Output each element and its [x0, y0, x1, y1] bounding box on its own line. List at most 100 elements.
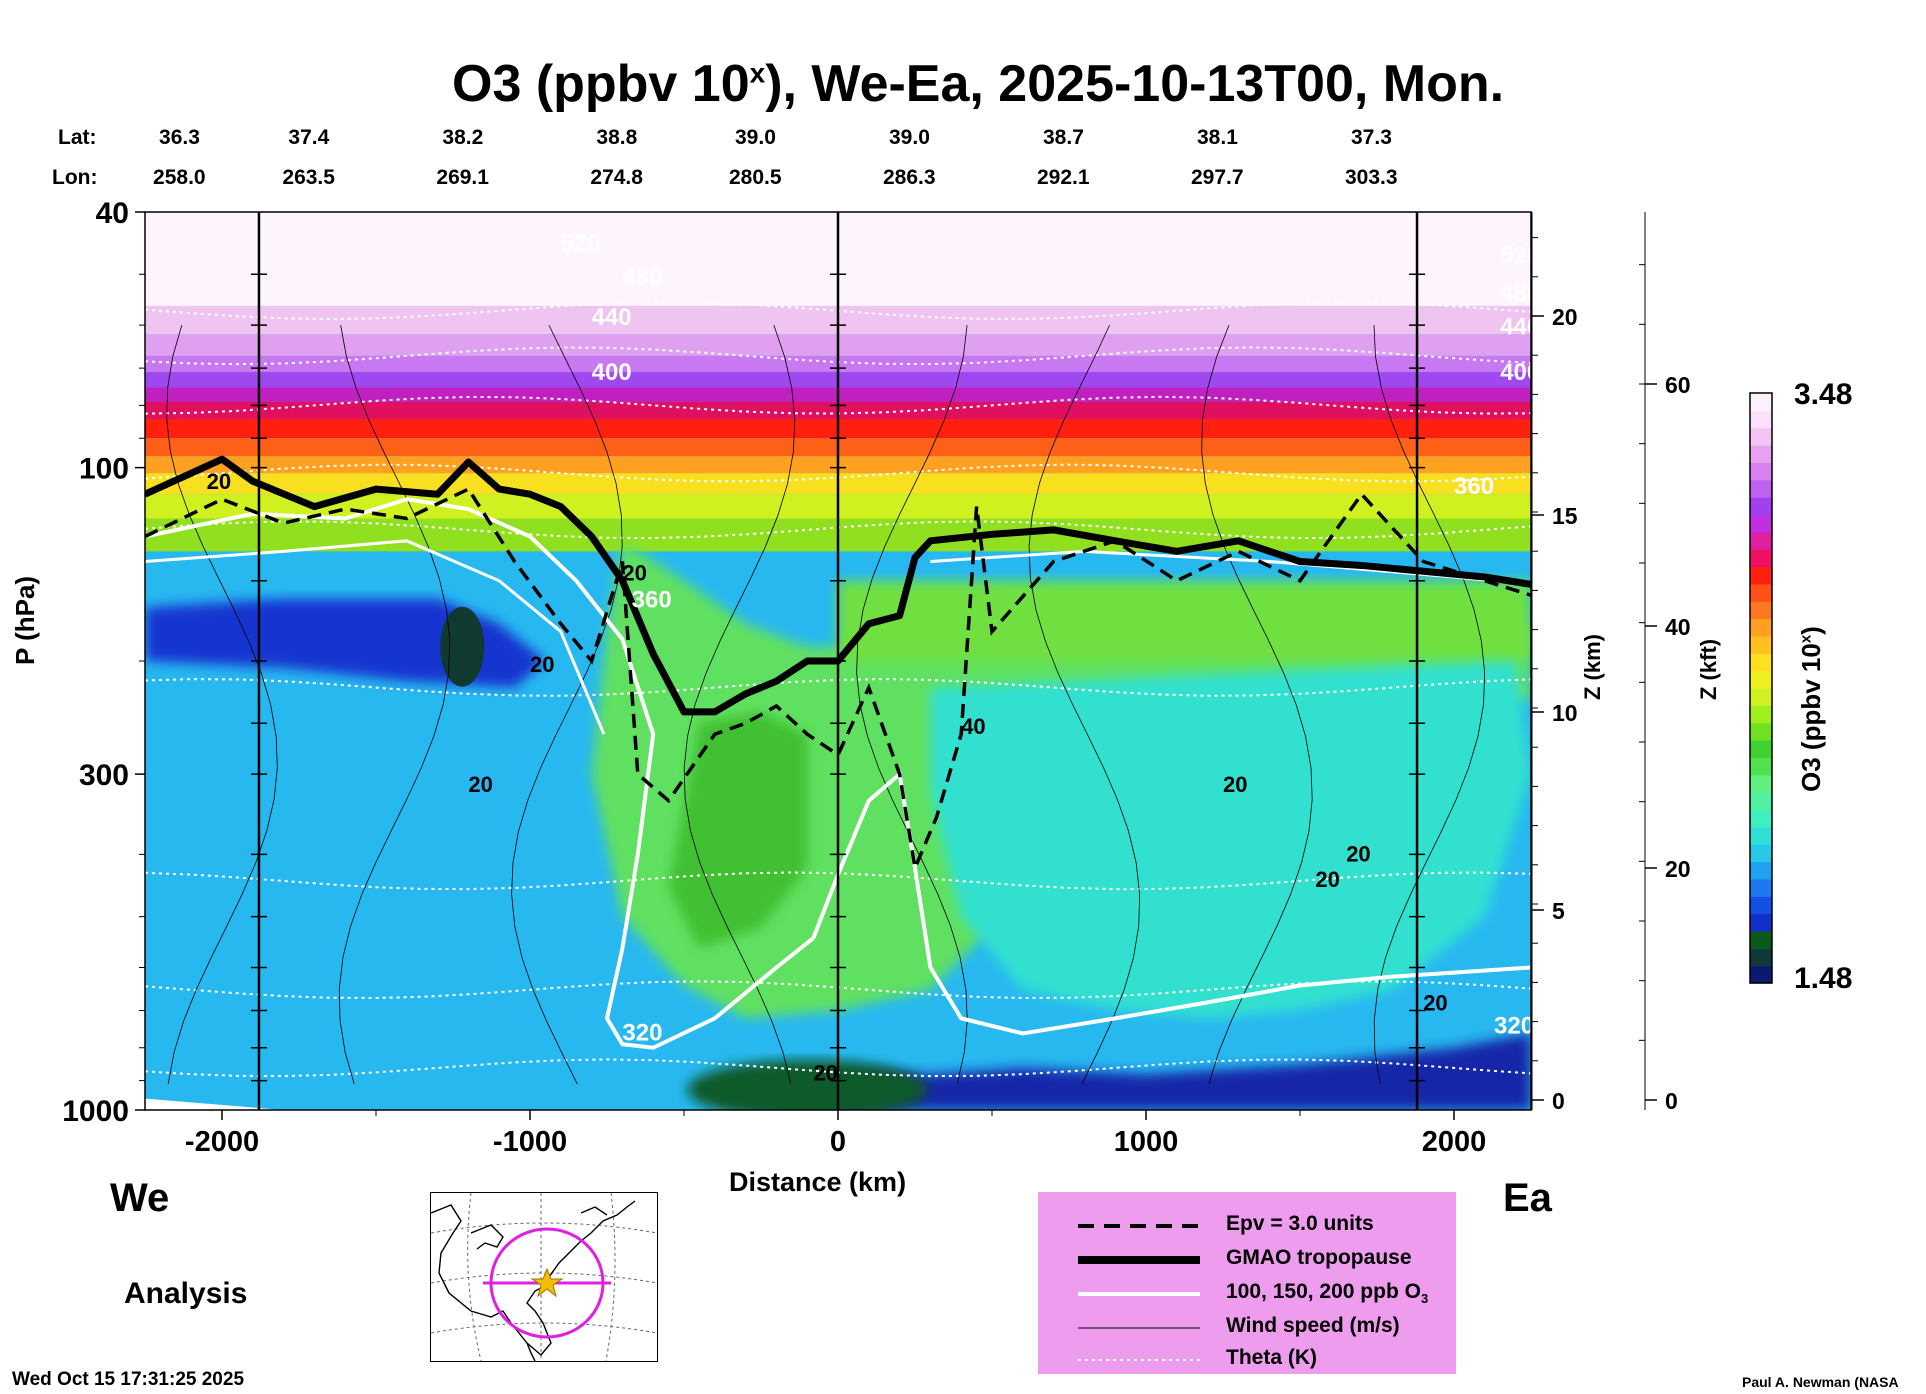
p-tick-label: 300	[79, 759, 129, 792]
lon-value: 280.5	[729, 166, 782, 189]
wind-contour	[1373, 325, 1486, 1084]
colorbar-swatch	[1750, 896, 1772, 915]
x-tick-label: -2000	[185, 1126, 259, 1158]
legend-swatch-thin	[1078, 1327, 1200, 1329]
colorbar-swatch	[1750, 410, 1772, 429]
terrain-mask	[145, 1098, 284, 1110]
wind-contour	[1201, 324, 1313, 1085]
legend-item-epv: Epv = 3.0 units	[1038, 1210, 1456, 1244]
p-tick-label: 100	[79, 453, 129, 486]
wind-contour	[338, 325, 451, 1085]
ozone-surface-low	[776, 1033, 1531, 1110]
colorbar-swatch	[1750, 618, 1772, 637]
x-tick-label: 0	[830, 1126, 846, 1158]
lon-value: 297.7	[1191, 166, 1244, 189]
theta-label: 440	[1500, 313, 1540, 340]
theta-label: 320	[622, 1020, 662, 1047]
colorbar-swatch	[1750, 566, 1772, 585]
theta-label: 400	[1500, 359, 1540, 386]
wind-label: 20	[813, 1061, 837, 1086]
colorbar-frame	[1749, 392, 1773, 984]
p-tick-label: 40	[96, 197, 129, 230]
zkm-tick-label: 5	[1552, 898, 1565, 924]
x-tick-label: -1000	[493, 1126, 567, 1158]
zkft-tick-label: 40	[1665, 614, 1691, 640]
wind-label: 20	[1346, 841, 1370, 866]
theta-label: 480	[622, 264, 662, 291]
wind-label: 20	[1223, 772, 1247, 797]
ozone-min-core	[440, 606, 485, 687]
inset-center-star	[530, 1267, 564, 1298]
x-tick-label: 2000	[1422, 1126, 1487, 1158]
theta-label: 520	[1500, 242, 1540, 269]
colorbar-title: O3 (ppbv 10x)	[1796, 626, 1826, 792]
p-axis-title: P (hPa)	[10, 575, 40, 665]
colorbar-swatch	[1750, 393, 1772, 411]
ozone-ppb-contour	[811, 770, 1531, 1036]
wind-contour	[1028, 324, 1141, 1085]
inset-map-drawing	[431, 1193, 657, 1361]
colorbar-swatch	[1750, 774, 1772, 793]
colorbar-swatch	[1750, 531, 1772, 550]
ozone-green-core	[668, 711, 808, 949]
wind-label: 20	[1423, 990, 1447, 1015]
legend-label-theta: Theta (K)	[1226, 1346, 1317, 1369]
colorbar-swatch	[1750, 930, 1772, 949]
theta-label: 360	[632, 586, 672, 613]
colorbar-swatch	[1750, 757, 1772, 776]
lon-value: 303.3	[1345, 166, 1398, 189]
wind-label: 20	[530, 652, 554, 677]
colorbar-swatch	[1750, 445, 1772, 464]
legend-item-theta: Theta (K)	[1038, 1344, 1456, 1378]
legend-swatch-dashed	[1078, 1224, 1200, 1228]
colorbar-swatch	[1750, 861, 1772, 880]
lon-value: 263.5	[282, 166, 335, 189]
ozone-cyan-region	[930, 661, 1531, 1019]
colorbar-swatch	[1750, 965, 1772, 984]
wind-label: 20	[468, 772, 492, 797]
theta-label: 360	[1454, 473, 1494, 500]
credit: Paul A. Newman (NASA	[1742, 1374, 1899, 1390]
p-tick-label: 1000	[62, 1095, 129, 1128]
lon-label: Lon:	[52, 166, 98, 189]
zkm-tick-label: 20	[1552, 304, 1578, 330]
lat-value: 38.8	[596, 126, 638, 149]
zkft-tick-label: 60	[1665, 372, 1691, 398]
colorbar-swatch	[1750, 670, 1772, 689]
legend-label-ozone: 100, 150, 200 ppb O3	[1226, 1280, 1429, 1307]
colorbar-swatch	[1750, 549, 1772, 568]
ozone-surface-green	[687, 1059, 928, 1110]
lat-value: 39.0	[889, 126, 930, 149]
colorbar-swatch	[1750, 878, 1772, 897]
legend-label-tropopause: GMAO tropopause	[1226, 1246, 1412, 1269]
legend-swatch-thick	[1078, 1256, 1200, 1264]
legend-item-wind: Wind speed (m/s)	[1038, 1312, 1456, 1346]
ozone-belt	[838, 580, 1531, 661]
theta-label: 480	[1500, 280, 1540, 307]
analysis-label: Analysis	[124, 1277, 248, 1310]
lon-value: 258.0	[153, 166, 206, 189]
legend-label-epv: Epv = 3.0 units	[1226, 1212, 1374, 1235]
lat-value: 37.3	[1351, 126, 1392, 149]
lon-value: 286.3	[883, 166, 936, 189]
lat-value: 36.3	[159, 126, 200, 149]
zkm-tick-label: 0	[1552, 1088, 1565, 1114]
colorbar-swatch	[1750, 601, 1772, 620]
zkft-tick-label: 20	[1665, 856, 1691, 882]
colorbar-swatch	[1750, 722, 1772, 741]
colorbar-swatch	[1750, 583, 1772, 602]
zkm-axis-title: Z (km)	[1580, 634, 1605, 700]
ozone-ppb-contour	[145, 497, 815, 1050]
wind-label: 20	[207, 469, 231, 494]
colorbar-swatch	[1750, 688, 1772, 706]
wind-label: 40	[961, 714, 985, 739]
legend-swatch-dotted	[1078, 1359, 1200, 1361]
colorbar-swatch	[1750, 809, 1772, 828]
colorbar-swatch	[1750, 792, 1772, 811]
legend-label-wind: Wind speed (m/s)	[1226, 1314, 1400, 1337]
colorbar-swatch	[1750, 826, 1772, 845]
theta-label: 440	[592, 304, 632, 331]
theta-label: 520	[561, 230, 601, 257]
zkm-tick-label: 15	[1552, 503, 1578, 529]
